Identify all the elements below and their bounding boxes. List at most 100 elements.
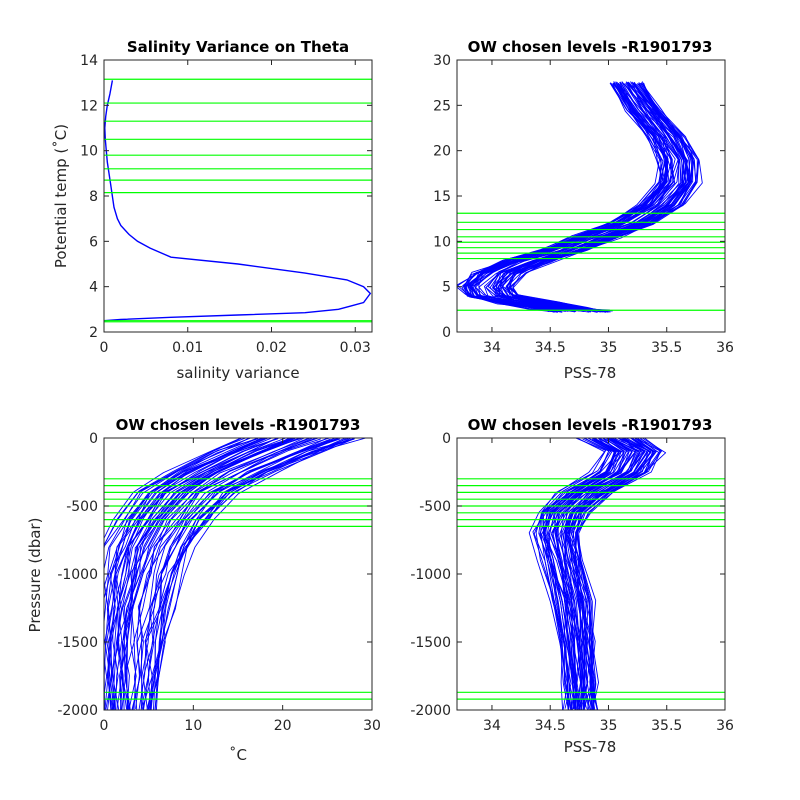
- panel-tr-data: [457, 81, 725, 313]
- x-tick-label: 36: [716, 718, 734, 734]
- panel-br-plot-area: [456, 437, 726, 711]
- y-tick-label: 10: [80, 144, 98, 160]
- panel-bl-title: OW chosen levels -R1901793: [116, 416, 361, 434]
- profile-line: [104, 438, 251, 710]
- profile-line: [574, 438, 654, 710]
- y-tick-label: 2: [89, 325, 98, 341]
- y-tick-label: 6: [89, 234, 98, 250]
- panel-br-title: OW chosen levels -R1901793: [468, 416, 713, 434]
- profile-line: [104, 438, 259, 698]
- profile-line: [576, 438, 660, 710]
- y-tick-label: -2000: [410, 703, 451, 719]
- profile-line: [128, 438, 309, 710]
- profile-line: [492, 82, 685, 313]
- profile-line: [564, 438, 639, 710]
- y-tick-label: -1500: [410, 635, 451, 651]
- x-tick-label: 0: [100, 340, 109, 356]
- y-tick-label: 0: [89, 431, 98, 447]
- profile-line: [551, 438, 633, 710]
- y-tick-label: -1000: [57, 567, 98, 583]
- y-tick-label: 15: [433, 189, 451, 205]
- panel-theta-salinity: OW chosen levels -R1901793 34 34.5 35 35.5 3…: [433, 38, 734, 382]
- x-tick-label: 0.03: [340, 340, 371, 356]
- x-tick-label: 35: [600, 340, 618, 356]
- y-tick-label: 0: [442, 325, 451, 341]
- profile-line: [121, 438, 295, 710]
- profile-line: [574, 438, 652, 710]
- x-tick-label: 0.02: [256, 340, 287, 356]
- profile-line: [123, 438, 296, 710]
- profile-line: [572, 438, 657, 710]
- panel-tl-data: [104, 78, 372, 323]
- x-tick-label: 34.5: [535, 718, 566, 734]
- profile-line: [126, 438, 301, 710]
- y-tick-label: 20: [433, 144, 451, 160]
- profile-line: [557, 438, 636, 710]
- variance-series-line: [104, 80, 372, 322]
- profile-line: [559, 438, 642, 710]
- profile-line: [545, 438, 621, 710]
- profile-line: [563, 438, 650, 710]
- profile-line: [542, 438, 617, 709]
- profile-line: [533, 438, 613, 709]
- y-tick-label: -2000: [57, 703, 98, 719]
- panel-tl-ticks: 0 0.01 0.02 0.03 2 4 6 8 10 12 14: [80, 53, 372, 356]
- x-tick-label: 35: [600, 718, 618, 734]
- profile-line: [147, 438, 352, 710]
- panel-tl-ylabel: Potential temp (˚C): [52, 124, 70, 268]
- panel-tl-title: Salinity Variance on Theta: [127, 38, 349, 56]
- panel-tr-title: OW chosen levels -R1901793: [468, 38, 713, 56]
- profile-line: [104, 438, 258, 710]
- x-tick-label: 10: [184, 718, 202, 734]
- x-tick-label: 34: [483, 718, 501, 734]
- profile-line: [140, 438, 337, 710]
- profile-line: [116, 438, 295, 710]
- y-tick-label: 30: [433, 53, 451, 69]
- x-tick-label: 0: [100, 718, 109, 734]
- x-tick-label: 0.01: [172, 340, 203, 356]
- x-tick-label: 30: [363, 718, 381, 734]
- y-tick-label: -1500: [57, 635, 98, 651]
- y-tick-label: 25: [433, 98, 451, 114]
- y-tick-label: 5: [442, 280, 451, 296]
- panel-bl-xlabel: ˚C: [229, 746, 247, 764]
- y-tick-label: 12: [80, 98, 98, 114]
- y-tick-label: 4: [89, 280, 98, 296]
- profile-line: [150, 438, 354, 710]
- panel-salinity-variance: Salinity Variance on Theta 0 0.01 0.02 0.03…: [52, 38, 373, 382]
- y-tick-label: 14: [80, 53, 98, 69]
- profile-line: [104, 438, 241, 540]
- y-tick-label: -500: [66, 499, 98, 515]
- panel-bl-ticks: 0 10 20 30 -2000 -1500 -1000 -500 0: [57, 431, 381, 734]
- y-tick-label: 8: [89, 189, 98, 205]
- panel-br-data: [457, 438, 725, 710]
- y-tick-label: -500: [419, 499, 451, 515]
- panel-tl-plot-area: [103, 59, 373, 333]
- panel-bl-data: [104, 438, 372, 710]
- panel-tr-xlabel: PSS-78: [564, 364, 617, 382]
- profile-line: [532, 438, 610, 710]
- x-tick-label: 20: [274, 718, 292, 734]
- panel-tr-plot-area: [456, 59, 726, 333]
- profile-line: [104, 438, 251, 551]
- profile-line: [104, 438, 247, 547]
- panel-bl-plot-area: [103, 437, 373, 711]
- profile-line: [112, 438, 279, 710]
- x-tick-label: 35.5: [651, 340, 682, 356]
- profile-line: [133, 438, 315, 710]
- y-tick-label: 0: [442, 431, 451, 447]
- panel-br-ticks: 34 34.5 35 35.5 36 -2000 -1500 -1000 -500 0: [410, 431, 734, 734]
- profile-line: [142, 438, 329, 710]
- y-tick-label: -1000: [410, 567, 451, 583]
- profile-line: [550, 438, 629, 710]
- profile-line: [133, 438, 320, 710]
- profile-line: [115, 438, 277, 710]
- x-tick-label: 34: [483, 340, 501, 356]
- x-tick-label: 35.5: [651, 718, 682, 734]
- profile-line: [538, 438, 612, 710]
- panel-pressure-salinity: OW chosen levels -R1901793 34 34.5 35 35.5 3…: [410, 416, 734, 756]
- profile-line: [565, 438, 651, 710]
- profile-line: [140, 438, 332, 710]
- panel-br-xlabel: PSS-78: [564, 738, 617, 756]
